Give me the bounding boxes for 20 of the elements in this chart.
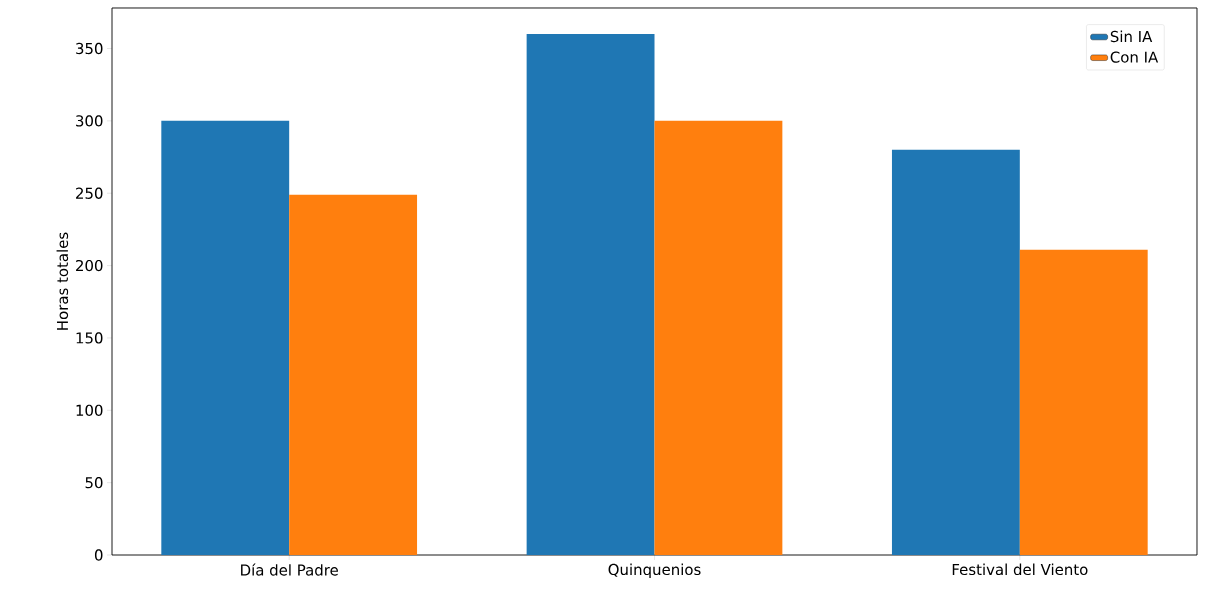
bar (654, 120, 783, 555)
bar (526, 34, 655, 555)
legend-label: Con IA (1110, 51, 1159, 63)
bar (891, 149, 1020, 555)
x-tick-label: Quinquenios (608, 563, 701, 578)
y-tick-label: 350 (76, 42, 103, 55)
y-tick-label: 150 (76, 332, 103, 344)
y-tick-label: 50 (85, 476, 103, 489)
bar (289, 194, 418, 555)
bar (1019, 249, 1148, 555)
y-tick-label: 0 (94, 549, 103, 561)
x-tick-label: Festival del Viento (952, 563, 1088, 576)
y-tick-label: 100 (76, 404, 103, 416)
legend-label: Sin IA (1110, 30, 1153, 43)
y-axis-title: Horas totales (56, 232, 69, 330)
y-tick-label: 300 (76, 115, 103, 127)
y-tick-label: 250 (76, 187, 103, 199)
x-tick-label: Día del Padre (241, 563, 338, 576)
bar (161, 120, 290, 555)
y-tick-label: 200 (76, 259, 103, 272)
